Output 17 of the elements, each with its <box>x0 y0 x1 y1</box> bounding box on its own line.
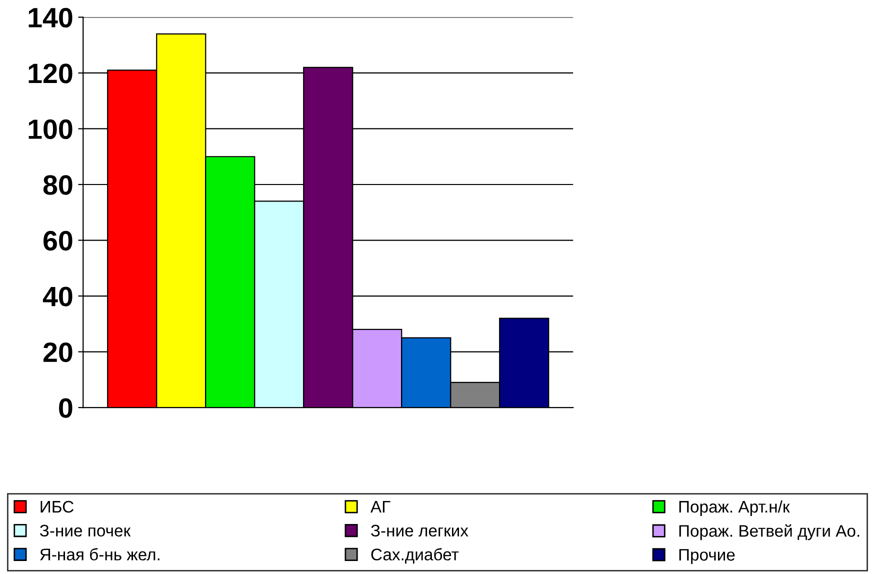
legend-label: Пораж. Ветвей дуги Ао. <box>679 524 860 540</box>
legend-label: Сах.диабет <box>371 548 459 564</box>
legend-label: З-ние почек <box>40 524 131 537</box>
y-tick-label: 140 <box>28 8 72 28</box>
y-tick-label: 0 <box>59 398 72 418</box>
legend-label: Я-ная б-нь жел. <box>40 548 160 560</box>
legend-label: АГ <box>370 501 390 513</box>
legend-label: ИБС <box>40 500 74 513</box>
y-tick-label: 20 <box>43 342 72 362</box>
legend-label: Прочие <box>679 549 735 564</box>
y-tick-label: 60 <box>44 230 72 251</box>
y-tick-label: 120 <box>28 64 72 84</box>
legend-label: З-ние легких <box>370 524 468 537</box>
y-tick-label: 100 <box>28 119 72 140</box>
y-tick-label: 40 <box>42 286 72 306</box>
legend-label: Пораж. Арт.н/к <box>679 500 790 516</box>
y-tick-label: 80 <box>43 175 72 195</box>
